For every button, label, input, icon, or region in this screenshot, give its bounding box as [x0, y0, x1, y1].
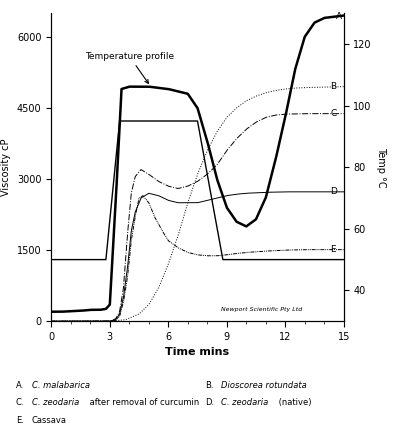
- Text: E: E: [330, 245, 336, 254]
- Text: C.: C.: [16, 398, 24, 407]
- Text: B.: B.: [205, 381, 214, 389]
- Text: D.: D.: [205, 398, 214, 407]
- Y-axis label: Temp °C: Temp °C: [376, 147, 386, 187]
- Y-axis label: Viscosity cP: Viscosity cP: [2, 139, 11, 196]
- Text: A: A: [336, 12, 342, 22]
- Text: Cassava: Cassava: [32, 416, 67, 425]
- Text: after removal of curcumin: after removal of curcumin: [87, 398, 199, 407]
- Text: Temperature profile: Temperature profile: [85, 51, 174, 83]
- Text: E.: E.: [16, 416, 24, 425]
- Text: Dioscorea rotundata: Dioscorea rotundata: [221, 381, 307, 389]
- Text: B: B: [330, 82, 336, 91]
- Text: C. zeodaria: C. zeodaria: [221, 398, 269, 407]
- Text: C. zeodaria: C. zeodaria: [32, 398, 79, 407]
- Text: (native): (native): [276, 398, 312, 407]
- Text: Newport Scientific Pty Ltd: Newport Scientific Pty Ltd: [221, 307, 303, 312]
- Text: C. malabarica: C. malabarica: [32, 381, 90, 389]
- X-axis label: Time mins: Time mins: [166, 347, 229, 357]
- Text: D: D: [330, 187, 337, 196]
- Text: A.: A.: [16, 381, 24, 389]
- Text: C: C: [330, 109, 336, 118]
